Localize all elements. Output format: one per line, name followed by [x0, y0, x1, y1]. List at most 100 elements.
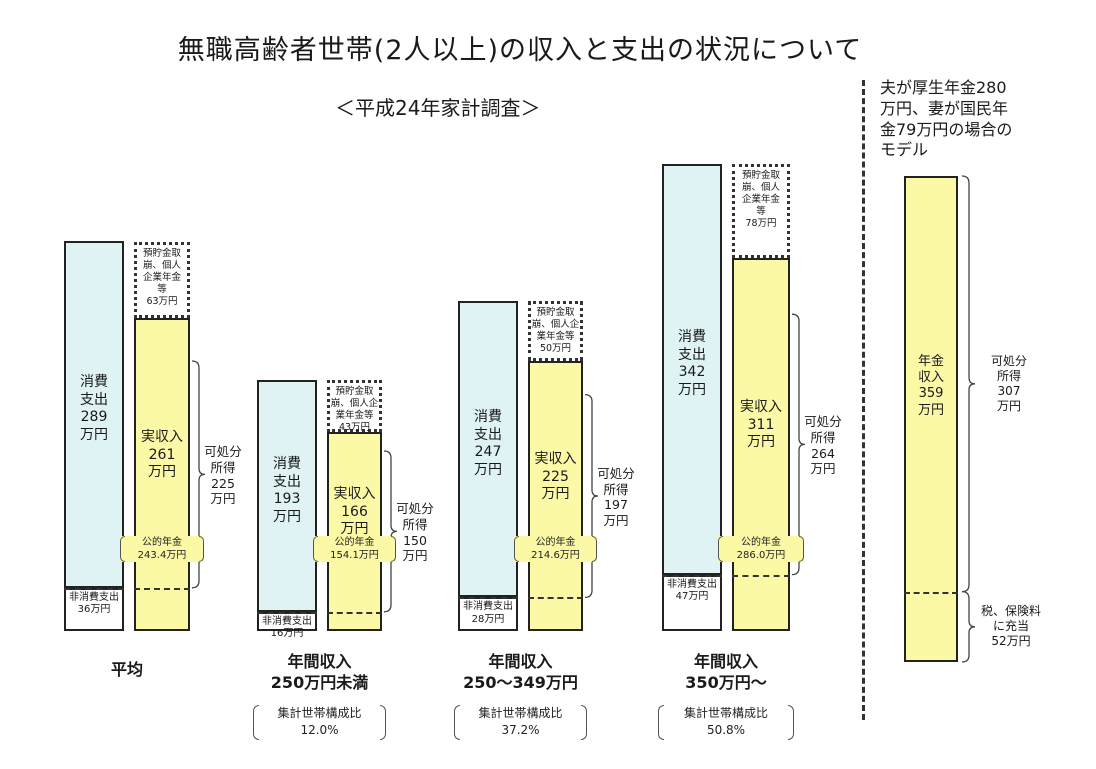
- consumption-label-line: 支出: [80, 391, 108, 408]
- non-consumption-label-line: 非消費支出: [463, 601, 513, 613]
- non-consumption-line: [64, 587, 124, 590]
- non-consumption-line: [257, 611, 317, 614]
- composition-ratio: 集計世帯構成比 37.2%: [454, 705, 587, 740]
- model-pension-label-line: 359: [918, 386, 944, 402]
- consumption-label-line: 支出: [678, 346, 706, 363]
- paren-right: [380, 705, 386, 740]
- model-disposable-brace: [961, 175, 976, 593]
- drawdown-label-line: 業年金等: [536, 330, 575, 342]
- consumption-bar: [64, 241, 124, 588]
- actual-income-label-line: 実収入: [333, 486, 376, 503]
- disposable-label-line: 万円: [810, 461, 836, 477]
- actual-income-label-line: 万円: [541, 486, 570, 502]
- disposable-label-line: 可処分: [396, 501, 434, 517]
- model-pension-label: 年金 収入 359 万円: [904, 354, 958, 419]
- non-consumption-label-line: 28万円: [471, 613, 505, 625]
- actual-income-label-line: 実収入: [141, 429, 183, 446]
- model-tax-brace: [961, 590, 976, 663]
- actual-income-label-line: 311: [747, 416, 775, 433]
- drawdown-label-line: 企業年金: [142, 271, 181, 283]
- drawdown-label-line: 預貯金取: [142, 248, 181, 260]
- non-consumption-label: 非消費支出 47万円: [662, 579, 722, 604]
- disposable-label-line: 万円: [603, 512, 629, 528]
- non-consumption-label-line: 非消費支出: [667, 578, 717, 590]
- public-pension-label: 公的年金 154.1万円: [313, 536, 396, 562]
- public-pension-label-line: 公的年金: [741, 537, 781, 548]
- drawdown-label: 預貯金取 崩、個人企 業年金等 43万円: [327, 386, 382, 434]
- disposable-label-line: 197: [604, 497, 628, 513]
- tax-line: [732, 574, 790, 577]
- disposable-label-line: 所得: [603, 481, 629, 497]
- drawdown-label-line: 63万円: [146, 295, 178, 307]
- disposable-label-line: 所得: [810, 430, 836, 446]
- group-title-line: 年間収入: [693, 652, 758, 671]
- paren-right: [199, 536, 204, 562]
- actual-income-label-line: 225: [542, 468, 569, 485]
- public-pension-label-line: 214.6万円: [531, 550, 580, 561]
- model-pension-bar: [904, 176, 958, 662]
- drawdown-label-line: 50万円: [539, 342, 572, 354]
- actual-income-bar: [732, 257, 790, 631]
- drawdown-label-line: 崩、個人企: [330, 398, 379, 410]
- public-pension-label-line: 公的年金: [334, 537, 375, 548]
- group-title: 年間収入 350万円～: [642, 652, 810, 694]
- model-divider: [862, 80, 865, 720]
- composition-ratio-line: 12.0%: [300, 723, 339, 738]
- tax-line: [528, 597, 583, 600]
- consumption-label: 消費 支出 289 万円: [64, 374, 124, 444]
- consumption-label-line: 消費: [80, 374, 108, 391]
- model-title-line: モデル: [880, 140, 929, 160]
- disposable-label-line: 所得: [210, 460, 236, 476]
- composition-ratio-line: 50.8%: [706, 723, 746, 738]
- group-title-line: 平均: [110, 660, 143, 679]
- chart-title: 無職高齢者世帯(2人以上)の収入と支出の状況について: [177, 35, 863, 66]
- model-title-line: 万円、妻が国民年: [880, 98, 1009, 118]
- public-pension-label-line: 公的年金: [535, 537, 576, 548]
- group-title-line: 350万円～: [685, 672, 767, 692]
- model-pension-label-line: 万円: [917, 402, 944, 418]
- public-pension-label-line: 286.0万円: [736, 550, 786, 561]
- model-title-line: 金79万円の場合の: [880, 119, 1013, 139]
- drawdown-label: 預貯金取 崩、個人 企業年金等 78万円: [732, 170, 790, 229]
- consumption-label-line: 247: [474, 444, 502, 461]
- disposable-label: 可処分 所得 197 万円: [593, 466, 639, 529]
- group-title: 平均: [44, 660, 210, 681]
- actual-income-label: 実収入 261 万円: [134, 429, 190, 482]
- model-disposable-label-line: 307: [997, 383, 1021, 398]
- public-pension-label: 公的年金 243.4万円: [120, 536, 204, 562]
- model-tax-label-line: 52万円: [991, 633, 1031, 648]
- composition-ratio: 集計世帯構成比 12.0%: [253, 705, 386, 740]
- disposable-label-line: 万円: [402, 548, 428, 564]
- consumption-label-line: 消費: [678, 329, 706, 346]
- chart-subtitle: ＜平成24年家計調査＞: [335, 96, 541, 120]
- model-disposable-label: 可処分 所得 307 万円: [984, 354, 1034, 414]
- actual-income-label-line: 261: [148, 446, 176, 463]
- drawdown-label-line: 業年金等: [335, 409, 374, 421]
- disposable-label-line: 可処分: [804, 414, 842, 430]
- disposable-brace: [383, 450, 398, 613]
- disposable-label-line: 万円: [210, 491, 236, 507]
- model-title-line: 夫が厚生年金280: [880, 78, 1007, 97]
- disposable-label: 可処分 所得 225 万円: [200, 444, 246, 507]
- model-pension-label-line: 年金: [917, 353, 944, 369]
- disposable-brace: [584, 393, 599, 599]
- group-title-line: 年間収入: [488, 652, 553, 671]
- actual-income-bar: [134, 317, 190, 631]
- group-title-line: 年間収入: [287, 652, 352, 671]
- non-consumption-label-line: 36万円: [77, 604, 111, 616]
- paren-left: [514, 536, 519, 562]
- consumption-bar: [458, 301, 518, 598]
- model-tax-label-line: に充当: [992, 618, 1029, 633]
- consumption-label: 消費 支出 193 万円: [257, 456, 317, 526]
- composition-ratio-line: 集計世帯構成比: [277, 706, 362, 720]
- drawdown-label-line: 等: [157, 283, 167, 295]
- consumption-label-line: 193: [273, 491, 301, 507]
- drawdown-label: 預貯金取 崩、個人 企業年金等 63万円: [134, 248, 190, 307]
- drawdown-label-line: 預貯金取: [536, 307, 575, 318]
- consumption-label-line: 支出: [273, 473, 301, 490]
- consumption-label-line: 消費: [273, 456, 301, 472]
- consumption-label-line: 342: [678, 364, 706, 381]
- disposable-label-line: 可処分: [597, 466, 635, 481]
- group-title-line: 250万円未満: [270, 672, 369, 692]
- consumption-label-line: 万円: [678, 381, 706, 398]
